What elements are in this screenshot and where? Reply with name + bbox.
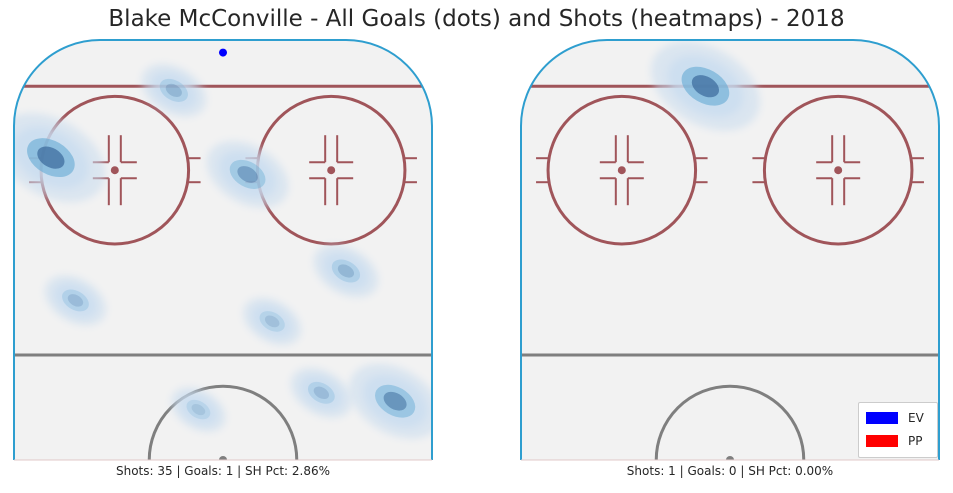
shot-density-contour	[331, 259, 361, 283]
shot-density-contour	[67, 294, 84, 307]
rink-inner	[521, 41, 939, 460]
legend-label-ev: EV	[908, 411, 924, 425]
legend: EV PP	[858, 402, 938, 458]
rink-inner	[14, 48, 432, 460]
shot-heatmap	[14, 64, 432, 439]
legend-item-ev: EV	[866, 411, 924, 425]
center-ice-circle	[654, 384, 806, 460]
left-rink-panel	[13, 39, 433, 461]
faceoff-dot-left	[617, 166, 626, 175]
legend-label-pp: PP	[908, 434, 923, 448]
shot-density-contour	[337, 264, 355, 278]
shot-density-contour	[264, 315, 280, 328]
shot-density-contour	[307, 381, 335, 404]
shot-density-contour	[151, 72, 197, 109]
faceoff-dot-left	[110, 166, 119, 175]
legend-item-pp: PP	[866, 434, 922, 448]
shot-density-contour	[62, 289, 89, 312]
shot-density-contour	[383, 391, 407, 411]
shot-density-contour	[191, 404, 206, 416]
chart-title: Blake McConville - All Goals (dots) and …	[108, 6, 845, 32]
shot-density-contour	[252, 305, 293, 338]
center-ice-dot	[726, 456, 734, 460]
shot-density-contour	[179, 394, 218, 425]
shot-density-contour	[237, 166, 258, 183]
shot-density-contour	[300, 375, 343, 410]
shot-density-contour	[165, 83, 182, 97]
shot-density-contour	[375, 384, 416, 418]
shot-density-contour	[691, 75, 720, 98]
shot-density-contour	[259, 311, 285, 332]
shot-density-contour	[229, 159, 266, 189]
shot-density-contour	[186, 399, 211, 420]
center-ice-dot	[219, 456, 227, 460]
rink-boards	[13, 39, 433, 460]
faceoff-dot-right	[327, 166, 336, 175]
faceoff-circle-right	[762, 94, 914, 246]
faceoff-circle-left	[546, 94, 698, 246]
shot-density-contour	[219, 151, 276, 198]
shot-density-contour	[54, 283, 97, 318]
shot-density-contour	[37, 146, 65, 169]
right-panel-caption: Shots: 1 | Goals: 0 | SH Pct: 0.00%	[626, 464, 834, 478]
shot-heatmap	[650, 41, 760, 131]
shot-density-contour	[323, 252, 369, 290]
shot-density-contour	[159, 78, 188, 102]
goal-dot	[219, 48, 227, 57]
right-rink-panel	[520, 39, 940, 461]
legend-swatch-ev	[866, 412, 898, 424]
faceoff-dot-right	[834, 166, 843, 175]
legend-swatch-pp	[866, 435, 898, 447]
center-ice-circle	[147, 384, 299, 460]
rink-boards	[520, 39, 940, 460]
shot-density-contour	[313, 386, 330, 400]
left-panel-caption: Shots: 35 | Goals: 1 | SH Pct: 2.86%	[115, 464, 331, 478]
